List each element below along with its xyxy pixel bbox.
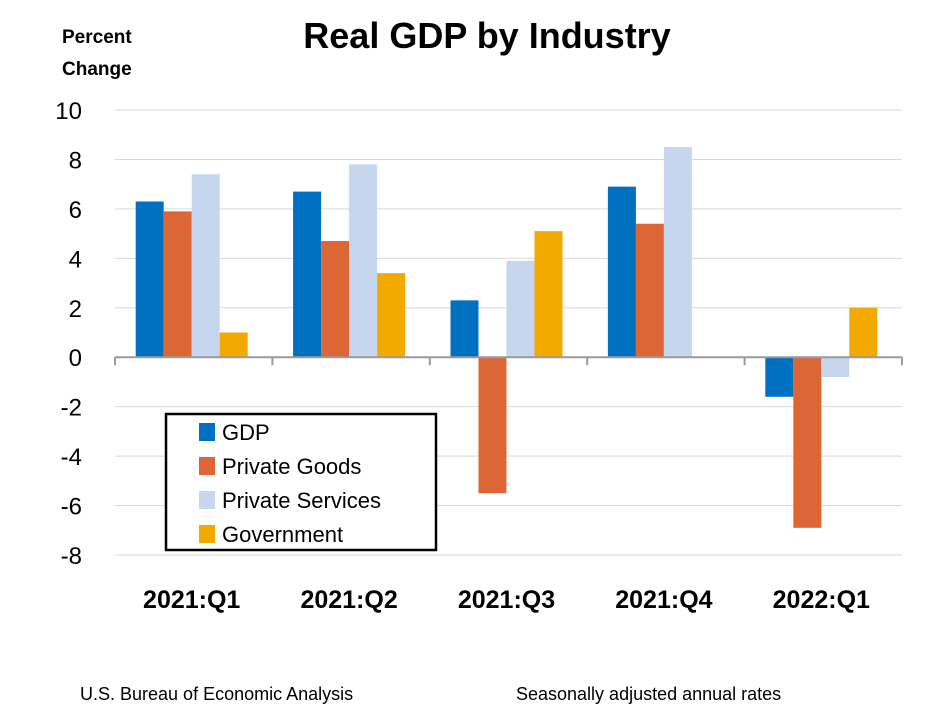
bar-gdp-2021-q1 (135, 201, 164, 358)
legend-swatch (199, 525, 215, 543)
category-label: 2021:Q2 (300, 586, 397, 614)
bar-gdp-2021-q4 (607, 186, 636, 358)
y-tick-label: 4 (69, 246, 82, 273)
bars (135, 147, 878, 528)
legend-label: Private Goods (222, 454, 361, 479)
y-tick-label: -2 (61, 395, 82, 422)
bar-private-goods-2021-q1 (163, 211, 192, 358)
legend: GDP Private Goods Private Services Governme… (164, 412, 438, 552)
y-tick-label: 6 (69, 197, 82, 224)
category-labels: 2021:Q1 2021:Q2 2021:Q3 2021:Q4 2022:Q1 (143, 586, 870, 614)
legend-swatch (199, 423, 215, 441)
bar-government-2021-q2 (377, 273, 406, 358)
bar-private-services-2021-q2 (349, 164, 378, 358)
bar-gdp-2021-q3 (450, 300, 479, 358)
bar-private-goods-2021-q2 (321, 241, 350, 358)
legend-label: GDP (222, 420, 270, 445)
chart-title: Real GDP by Industry (303, 15, 670, 56)
category-label: 2021:Q1 (143, 586, 240, 614)
y-axis-label-line-1: Percent (62, 27, 132, 48)
y-axis-ticks: 10 8 6 4 2 0 -2 -4 -6 -8 (55, 98, 82, 570)
bar-private-services-2022-q1 (821, 357, 850, 377)
legend-swatch (199, 491, 215, 509)
y-tick-label: 0 (69, 345, 82, 372)
bar-private-goods-2022-q1 (793, 357, 822, 528)
bar-private-goods-2021-q4 (635, 223, 664, 358)
y-tick-label: -6 (61, 494, 82, 521)
source-note: U.S. Bureau of Economic Analysis (80, 684, 353, 704)
legend-label: Private Services (222, 488, 381, 513)
bar-private-services-2021-q1 (191, 174, 220, 358)
seasonal-adjustment-note: Seasonally adjusted annual rates (516, 684, 781, 704)
bar-private-services-2021-q4 (663, 147, 692, 358)
bar-government-2021-q1 (219, 332, 248, 358)
bar-gdp-2021-q2 (293, 191, 322, 358)
y-tick-label: 2 (69, 296, 82, 323)
bar-government-2022-q1 (849, 307, 878, 358)
y-tick-label: -4 (61, 444, 82, 471)
category-label: 2021:Q4 (615, 586, 712, 614)
y-axis-label-line-2: Change (62, 59, 132, 80)
bar-gdp-2022-q1 (765, 357, 794, 397)
bar-private-goods-2021-q3 (478, 357, 507, 494)
legend-label: Government (222, 522, 343, 547)
bar-government-2021-q3 (534, 231, 563, 358)
y-tick-label: 10 (55, 98, 82, 125)
legend-swatch (199, 457, 215, 475)
category-label: 2022:Q1 (773, 586, 870, 614)
y-tick-label: 8 (69, 147, 82, 174)
zero-axis (114, 356, 903, 366)
bar-private-services-2021-q3 (506, 260, 535, 358)
category-label: 2021:Q3 (458, 586, 555, 614)
y-tick-label: -8 (61, 543, 82, 570)
